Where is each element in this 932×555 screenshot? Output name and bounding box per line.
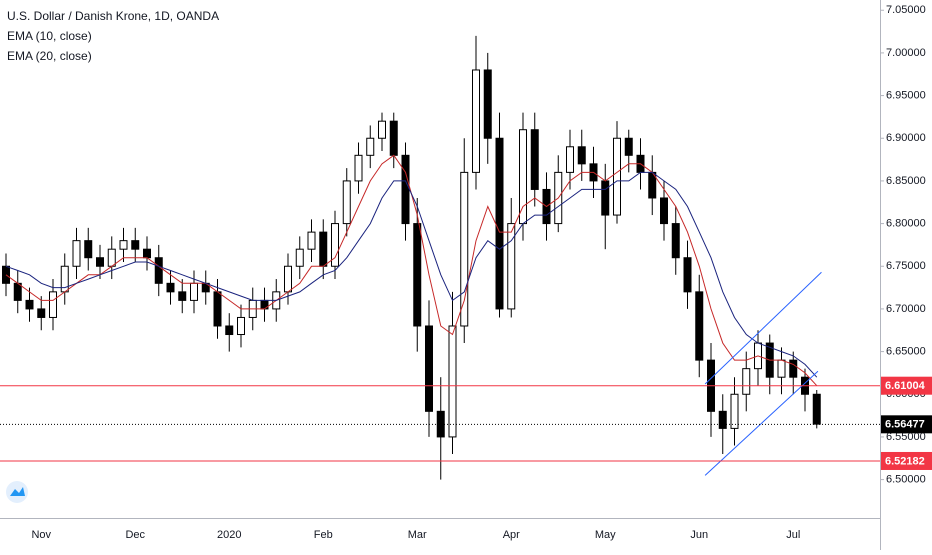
candle-body bbox=[671, 223, 680, 259]
x-tick-label: 2020 bbox=[217, 529, 241, 541]
candle-body bbox=[742, 368, 751, 395]
candle-body bbox=[213, 291, 222, 327]
candle-body bbox=[624, 137, 633, 156]
y-tick-label: 6.65000 bbox=[886, 345, 926, 357]
candle-body bbox=[331, 223, 339, 267]
candle-body bbox=[577, 146, 586, 165]
candle-body bbox=[530, 129, 539, 190]
candle-body bbox=[683, 257, 692, 293]
level-label: 6.52182 bbox=[885, 455, 925, 467]
candle-body bbox=[190, 282, 198, 301]
candle-body bbox=[37, 308, 46, 318]
y-tick-label: 6.95000 bbox=[886, 89, 926, 101]
y-tick-label: 6.90000 bbox=[886, 132, 926, 144]
ema-line bbox=[5, 171, 818, 378]
candle-body bbox=[307, 231, 316, 250]
candle-body bbox=[237, 316, 245, 336]
candle-body bbox=[495, 137, 504, 310]
candle-body bbox=[448, 325, 457, 438]
candle-body bbox=[49, 291, 57, 318]
y-tick-label: 6.75000 bbox=[886, 260, 926, 272]
x-tick-label: Nov bbox=[31, 529, 51, 541]
candle-body bbox=[143, 248, 151, 259]
x-tick-label: Apr bbox=[503, 529, 520, 541]
x-tick-label: Dec bbox=[125, 529, 145, 541]
candle-body bbox=[389, 120, 398, 156]
candle-body bbox=[166, 282, 175, 293]
chart-title: U.S. Dollar / Danish Krone, 1D, OANDA bbox=[7, 9, 219, 23]
legend-entry: EMA (10, close) bbox=[7, 29, 92, 43]
candle-body bbox=[566, 146, 574, 173]
trend-line bbox=[704, 370, 819, 476]
candle-body bbox=[730, 393, 739, 429]
x-tick-label: Jun bbox=[690, 529, 708, 541]
candle-body bbox=[413, 223, 422, 327]
y-tick-label: 6.80000 bbox=[886, 217, 926, 229]
candle-body bbox=[378, 120, 386, 139]
trend-line bbox=[704, 271, 822, 385]
candle-body bbox=[154, 257, 163, 284]
candle-body bbox=[342, 180, 351, 225]
x-tick-label: Jul bbox=[786, 529, 800, 541]
x-tick-label: Mar bbox=[408, 529, 427, 541]
candle-body bbox=[25, 299, 34, 310]
candle-body bbox=[366, 137, 375, 156]
candle-body bbox=[789, 359, 798, 378]
candle-body bbox=[107, 248, 116, 267]
candle-body bbox=[425, 325, 433, 412]
x-tick-label: May bbox=[595, 529, 616, 541]
candle-body bbox=[507, 223, 516, 310]
plot-area bbox=[2, 35, 822, 480]
candle-body bbox=[13, 282, 22, 301]
candle-body bbox=[2, 265, 10, 284]
level-badge bbox=[881, 451, 932, 470]
candle-body bbox=[354, 154, 363, 182]
candle-body bbox=[613, 137, 621, 216]
candle-body bbox=[718, 410, 727, 429]
candle-body bbox=[119, 240, 128, 250]
level-badge bbox=[881, 415, 932, 434]
candle-body bbox=[401, 154, 410, 225]
candle-body bbox=[472, 69, 480, 173]
legend-entry: EMA (20, close) bbox=[7, 49, 92, 63]
candle-body bbox=[483, 69, 492, 139]
candle-body bbox=[225, 325, 234, 336]
y-tick-label: 7.05000 bbox=[886, 4, 926, 16]
candle-body bbox=[295, 248, 304, 267]
candle-body bbox=[84, 240, 93, 259]
candle-body bbox=[131, 240, 140, 250]
candle-body bbox=[319, 231, 328, 267]
candle-body bbox=[812, 393, 821, 425]
candle-body bbox=[178, 291, 187, 301]
candle-body bbox=[284, 265, 292, 293]
candle-body bbox=[660, 197, 668, 225]
candle-body bbox=[695, 291, 704, 361]
logo bbox=[6, 481, 28, 503]
candle-body bbox=[519, 129, 527, 225]
y-tick-label: 6.85000 bbox=[886, 175, 926, 187]
y-tick-label: 6.70000 bbox=[886, 303, 926, 315]
y-tick-label: 6.50000 bbox=[886, 474, 926, 486]
candle-body bbox=[96, 257, 104, 267]
candle-body bbox=[460, 171, 469, 327]
candle-body bbox=[777, 359, 786, 378]
level-label: 6.61004 bbox=[885, 380, 926, 392]
candle-body bbox=[601, 180, 610, 216]
y-tick-label: 6.55000 bbox=[886, 431, 926, 443]
logo-mark bbox=[10, 487, 25, 496]
x-tick-label: Feb bbox=[314, 529, 333, 541]
level-label: 6.56477 bbox=[885, 419, 925, 431]
y-tick-label: 7.00000 bbox=[886, 47, 926, 59]
candle-body bbox=[72, 240, 81, 267]
level-badge bbox=[881, 376, 932, 395]
